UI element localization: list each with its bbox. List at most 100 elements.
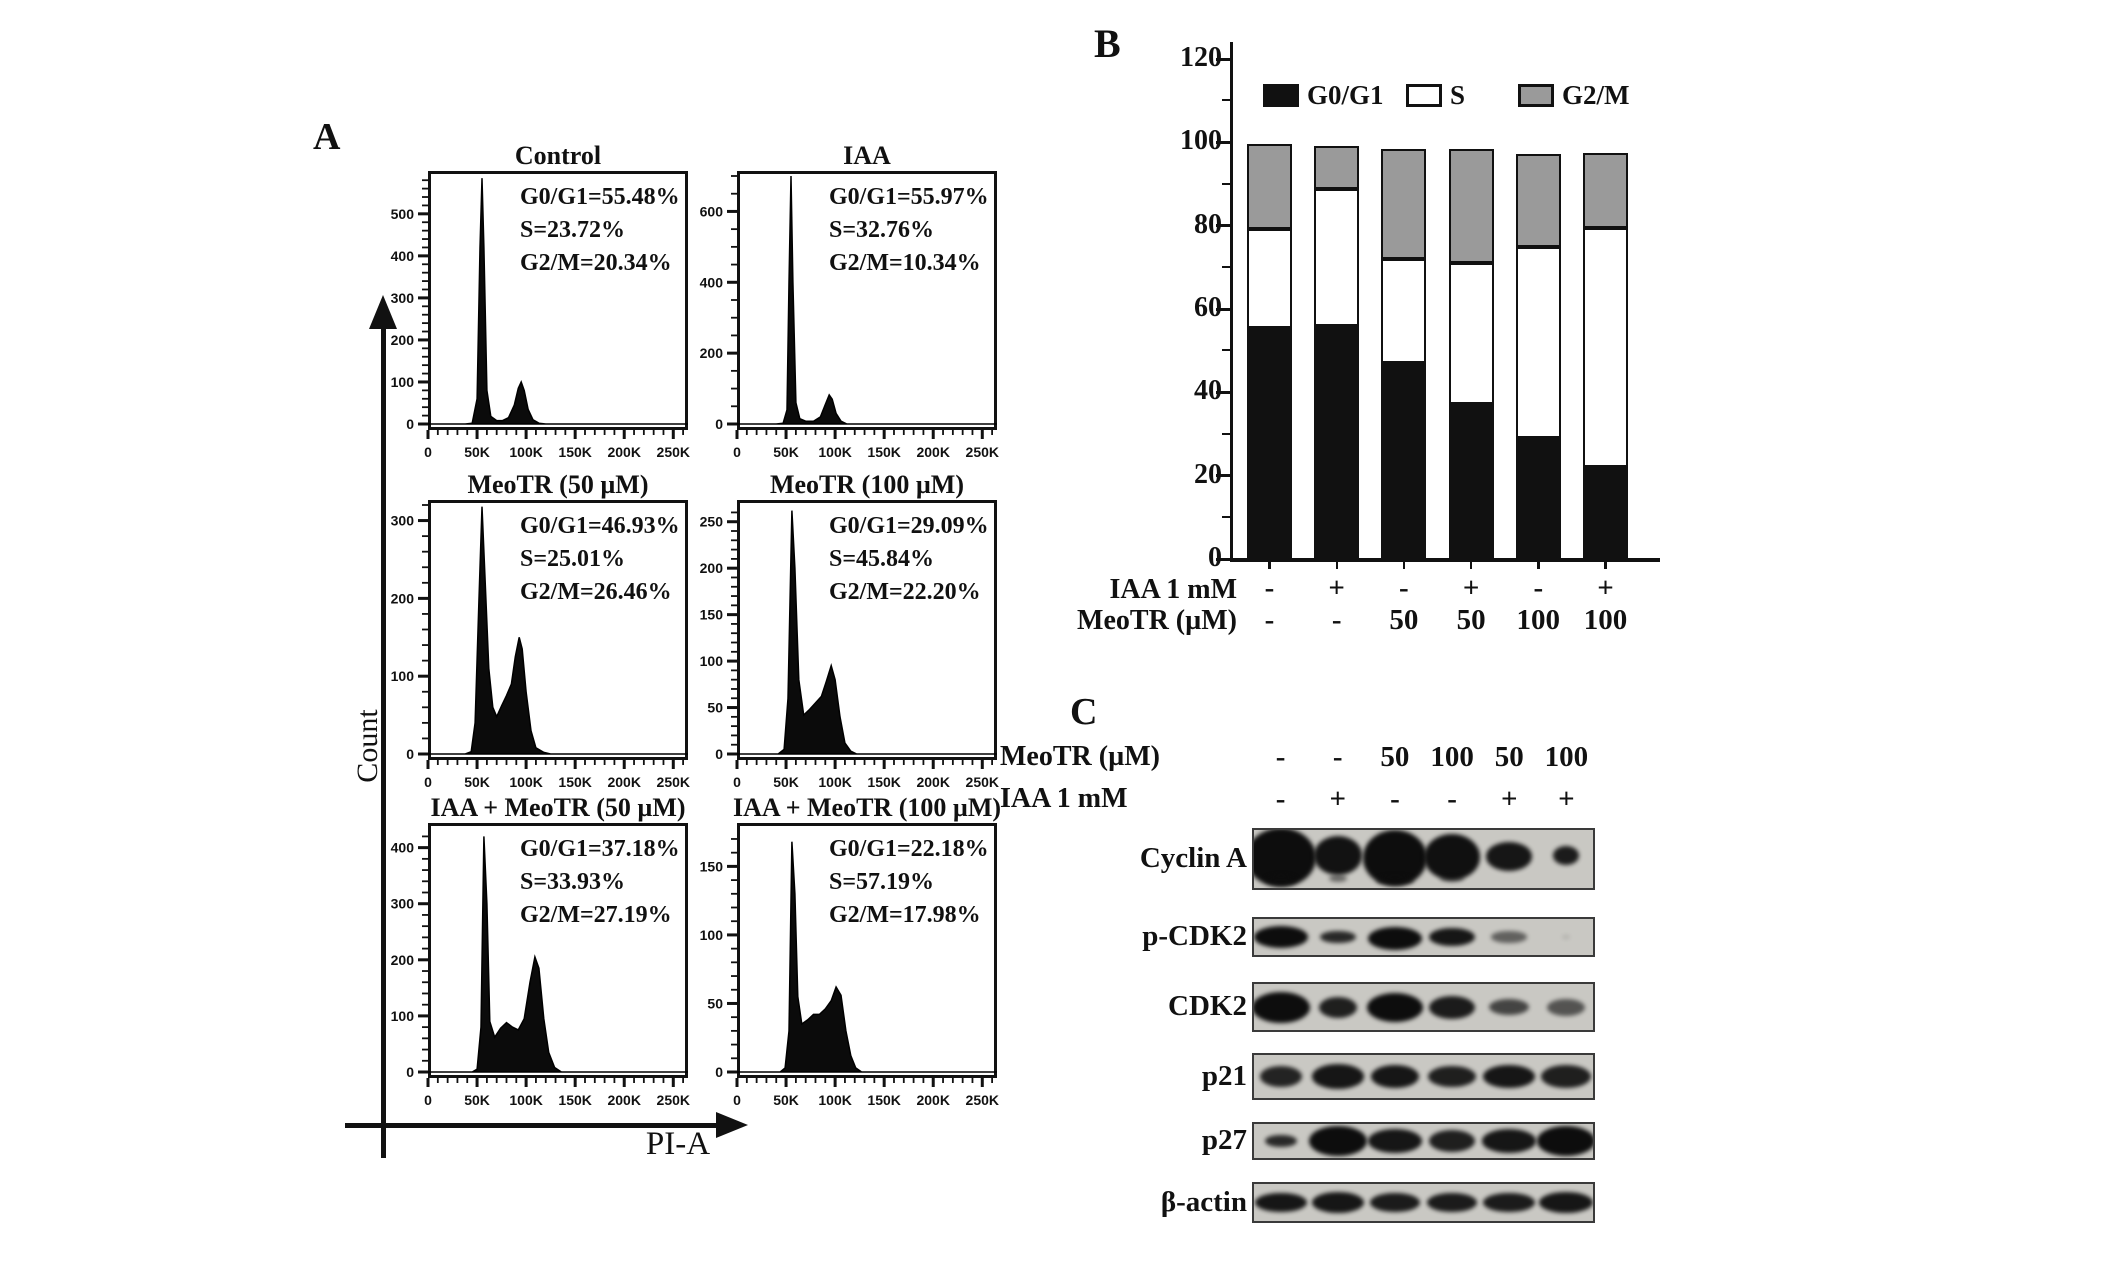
flow-plot-stats: G0/G1=37.18% S=33.93% G2/M=27.19% bbox=[520, 833, 680, 932]
blot-band bbox=[1539, 1191, 1593, 1214]
blot-band bbox=[1313, 836, 1362, 875]
blot-strip-p21 bbox=[1252, 1053, 1595, 1100]
y-tick-label: 300 bbox=[391, 290, 415, 306]
b-condition-value: - bbox=[1264, 604, 1275, 636]
x-tick-label: 0 bbox=[424, 1092, 432, 1108]
plot-frame bbox=[737, 823, 997, 1078]
flow-plot-title: IAA + MeoTR (100 µM) bbox=[732, 793, 1002, 822]
blot-strip-cdk2 bbox=[1252, 982, 1595, 1032]
y-tick-label: 0 bbox=[715, 416, 723, 432]
panel-c-label: C bbox=[1070, 691, 1098, 733]
blot-band bbox=[1264, 874, 1297, 885]
blot-label-p-cdk2: p-CDK2 bbox=[1142, 920, 1247, 952]
histogram-curve bbox=[428, 178, 688, 425]
plot-frame bbox=[737, 171, 997, 430]
c-condition-value: 100 bbox=[1430, 741, 1474, 773]
c-condition-value: 100 bbox=[1544, 741, 1589, 773]
c-condition-label-meotr: MeoTR (µM) bbox=[1000, 741, 1160, 772]
histogram-curve bbox=[428, 506, 688, 755]
b-y-tick bbox=[1222, 182, 1230, 185]
bar-segment-s bbox=[1247, 228, 1292, 328]
blot-band bbox=[1424, 833, 1481, 880]
b-condition-value: + bbox=[1597, 572, 1614, 604]
blot-band bbox=[1254, 926, 1308, 948]
stat-g2m: G2/M=26.46% bbox=[520, 579, 672, 605]
stat-g2m: G2/M=20.34% bbox=[520, 250, 672, 276]
x-tick-label: 0 bbox=[733, 774, 741, 790]
flow-plot-stats: G0/G1=29.09% S=45.84% G2/M=22.20% bbox=[829, 510, 989, 609]
stat-g0g1: G0/G1=55.97% bbox=[829, 184, 989, 210]
stat-s: S=25.01% bbox=[520, 546, 626, 572]
y-tick-label: 0 bbox=[715, 746, 723, 762]
c-condition-label-iaa: IAA 1 mM bbox=[1000, 783, 1128, 814]
x-tick-label: 50K bbox=[464, 444, 490, 460]
blot-band bbox=[1254, 991, 1310, 1023]
stat-g0g1: G0/G1=37.18% bbox=[520, 836, 680, 862]
y-tick-label: 100 bbox=[391, 668, 415, 684]
blot-band bbox=[1429, 928, 1476, 946]
flow-plot-meotr50: 0 100 200 300 0 50K 100K 150K 200K 250K MeoTR (50… bbox=[391, 470, 690, 790]
x-tick-label: 50K bbox=[464, 774, 490, 790]
stat-s: S=57.19% bbox=[829, 869, 935, 895]
blot-band bbox=[1308, 1125, 1367, 1157]
legend-swatch-s bbox=[1406, 84, 1442, 107]
b-y-tick-label: 100 bbox=[1180, 125, 1222, 157]
b-condition-value: - bbox=[1533, 572, 1544, 604]
blot-band bbox=[1367, 926, 1422, 951]
y-tick-label: 300 bbox=[391, 513, 415, 529]
x-tick-label: 250K bbox=[966, 444, 999, 460]
b-condition-value: + bbox=[1462, 572, 1480, 604]
legend-item-s: S bbox=[1406, 80, 1465, 111]
blot-band bbox=[1541, 1064, 1592, 1089]
blot-band bbox=[1328, 875, 1347, 883]
flow-plot-svg: 0 200 400 600 0 50K 100K 150K 200K 250K bbox=[700, 171, 999, 460]
b-condition-label-meotr: MeoTR (µM) bbox=[1077, 605, 1237, 636]
c-condition-value: - bbox=[1447, 783, 1457, 815]
histogram-curve bbox=[737, 841, 997, 1073]
x-tick-label: 250K bbox=[657, 444, 690, 460]
stat-s: S=32.76% bbox=[829, 217, 935, 243]
bar-segment-s bbox=[1448, 262, 1494, 405]
b-y-tick-label: 60 bbox=[1194, 291, 1222, 323]
x-tick-label: 100K bbox=[818, 444, 851, 460]
b-y-tick bbox=[1216, 307, 1230, 311]
x-tick-label: 150K bbox=[867, 1092, 900, 1108]
blot-band bbox=[1367, 1128, 1422, 1154]
x-tick-label: 200K bbox=[607, 444, 640, 460]
stat-g2m: G2/M=10.34% bbox=[829, 250, 981, 276]
histogram-curve bbox=[428, 836, 688, 1073]
blot-band bbox=[1440, 875, 1465, 883]
blot-strip-cyclin-a bbox=[1252, 828, 1595, 890]
bar-segment-g0g1 bbox=[1515, 437, 1561, 559]
b-bar-tick bbox=[1537, 561, 1540, 569]
b-x-axis-line bbox=[1230, 558, 1660, 562]
y-tick-label: 200 bbox=[391, 332, 415, 348]
bar-segment-g0g1 bbox=[1448, 404, 1494, 559]
c-condition-value: - bbox=[1390, 783, 1400, 815]
b-y-tick bbox=[1222, 99, 1230, 102]
stat-g0g1: G0/G1=46.93% bbox=[520, 513, 680, 539]
bar-segment-g2m bbox=[1247, 144, 1292, 229]
y-tick-label: 200 bbox=[700, 345, 724, 361]
blot-band bbox=[1318, 996, 1357, 1018]
x-tick-label: 200K bbox=[916, 1092, 949, 1108]
flow-plot-title: IAA bbox=[843, 141, 891, 170]
flow-plot-svg: 0 100 200 300 400 0 50K 100K 150K 200K 250K bbox=[391, 823, 690, 1108]
bar-segment-g0g1 bbox=[1314, 325, 1360, 559]
b-condition-value: 100 bbox=[1516, 604, 1561, 636]
blot-band bbox=[1264, 1134, 1297, 1148]
b-y-tick-label: 40 bbox=[1194, 375, 1222, 407]
x-tick-label: 150K bbox=[867, 444, 900, 460]
bar-segment-s bbox=[1314, 189, 1360, 326]
blot-band bbox=[1375, 875, 1414, 886]
blot-band bbox=[1369, 1192, 1420, 1213]
histogram-curve bbox=[737, 510, 997, 755]
blot-band bbox=[1486, 842, 1533, 871]
b-y-tick bbox=[1222, 516, 1230, 519]
x-tick-label: 200K bbox=[607, 1092, 640, 1108]
flow-plot-title: MeoTR (100 µM) bbox=[769, 470, 965, 499]
c-condition-value: 50 bbox=[1494, 741, 1524, 773]
flow-plot-title: Control bbox=[514, 141, 602, 170]
